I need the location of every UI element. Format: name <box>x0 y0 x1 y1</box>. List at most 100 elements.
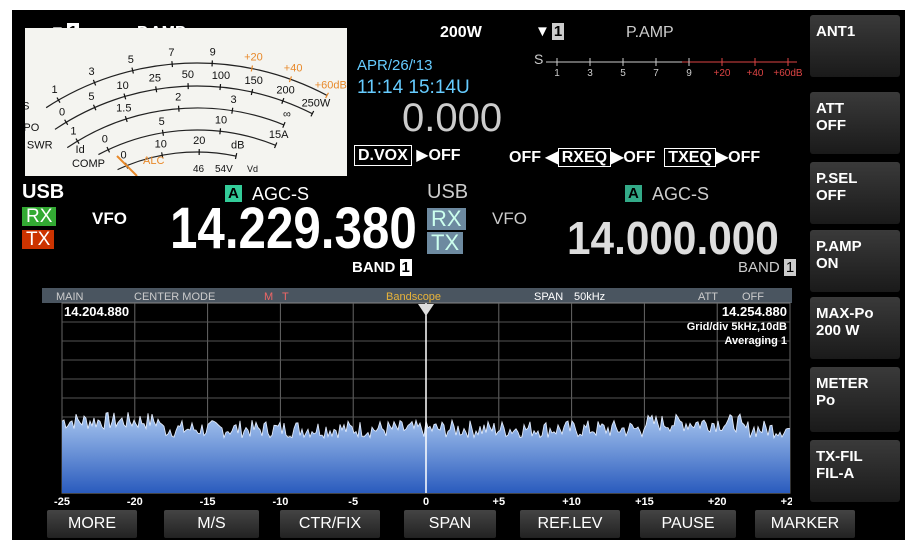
bottom-button[interactable]: CTR/FIX <box>280 510 380 538</box>
scope-x-label: +25 <box>781 496 792 508</box>
side-button[interactable]: METER Po <box>810 367 900 432</box>
sub-mode: USB <box>427 181 469 203</box>
date: APR/26/'13 <box>357 57 433 74</box>
sub-vfo-letter: A <box>625 185 642 202</box>
meter-tick <box>161 152 164 159</box>
side-button[interactable]: P.SEL OFF <box>810 162 900 224</box>
side-button[interactable]: ANT1 <box>810 15 900 77</box>
bottom-button[interactable]: REF.LEV <box>520 510 620 538</box>
meter-face <box>25 28 347 176</box>
meter-scale-label: 1.5 <box>116 102 131 114</box>
sub-band-number: 1 <box>783 259 797 276</box>
txeq-state: OFF <box>728 149 761 166</box>
rxeq-state: OFF <box>623 149 656 166</box>
meter-scale-label: 0 <box>121 149 127 161</box>
vd-value: 46 <box>193 164 205 175</box>
right-frequency: 14.254.880 <box>722 304 787 319</box>
meter-tick <box>219 84 222 91</box>
main-vfo-letter: A <box>225 185 242 202</box>
meter-tick <box>75 138 80 145</box>
meter-scale-label: 100 <box>212 70 230 82</box>
sub-band-label: BAND <box>738 259 780 276</box>
scope-header-text: ATT <box>698 291 718 303</box>
meter-tick <box>273 142 278 149</box>
side-button-text: OFF <box>816 187 846 204</box>
scope-x-label: +15 <box>635 496 654 508</box>
side-button-text: OFF <box>816 117 846 134</box>
side-button-text: Po <box>816 392 836 409</box>
meter-scale-label: 9 <box>210 46 216 58</box>
meter-scale-name: SWR <box>27 139 53 151</box>
side-button[interactable]: P.AMP ON <box>810 230 900 292</box>
txeq-label: TXEQ <box>664 148 716 167</box>
meter-scale-name: S <box>25 100 29 112</box>
meter-tick <box>325 92 329 99</box>
meter-scale-label: 150 <box>245 75 263 87</box>
rxeq-label: RXEQ <box>557 148 612 167</box>
sub-band: BAND 1 <box>738 259 797 276</box>
meter-scale-label: 5 <box>88 91 94 103</box>
side-button-text: FIL-A <box>816 465 855 482</box>
meter-needle <box>116 155 138 176</box>
meter-tick <box>155 86 158 93</box>
s-label: S <box>534 51 543 67</box>
main-tx: TX <box>22 230 55 249</box>
dvox-state: OFF <box>428 147 461 164</box>
main-band: BAND 1 <box>352 259 412 276</box>
meter-scale-label: 1 <box>51 84 57 96</box>
scope-header-text: T <box>282 291 289 303</box>
sub-frequency: 14.000.000 <box>567 212 779 264</box>
main-mode: USB <box>22 181 65 203</box>
side-button[interactable]: TX-FIL FIL-A <box>810 440 900 502</box>
main-rx: RX <box>22 207 57 226</box>
bottom-button[interactable]: MARKER <box>755 510 855 538</box>
meter-tick <box>219 128 222 135</box>
left-frequency: 14.204.880 <box>64 304 129 319</box>
scope-header-text: SPAN <box>534 291 563 303</box>
vd-label: Vd <box>247 164 258 174</box>
scope-header-text: 50kHz <box>574 291 605 303</box>
scope-header-text: Bandscope <box>386 291 441 303</box>
meter-tick <box>64 119 69 126</box>
eq-left-state: OFF <box>509 149 541 166</box>
bottom-button[interactable]: M/S <box>164 510 259 538</box>
scope-x-label: -25 <box>54 496 70 508</box>
meter-tick <box>171 61 174 68</box>
vd-value: 54V <box>215 164 233 175</box>
sub-agc: AGC-S <box>652 184 710 204</box>
bottom-button[interactable]: PAUSE <box>640 510 736 538</box>
meter-tick <box>250 88 254 96</box>
bottom-button[interactable]: MORE <box>47 510 137 538</box>
meter-scale-name: Id <box>76 144 85 156</box>
bottom-button[interactable]: SPAN <box>404 510 496 538</box>
meter-arc <box>54 85 313 130</box>
dvox: D.VOX ▶OFF <box>354 145 461 166</box>
meter-scale-label: 0 <box>59 106 65 118</box>
alc-label: ALC <box>143 155 164 167</box>
scope-x-label: -10 <box>272 496 288 508</box>
meter-tick <box>282 121 286 128</box>
scope-x-label: -15 <box>200 496 216 508</box>
scope-x-label: +10 <box>562 496 581 508</box>
scope-x-label: +20 <box>708 496 727 508</box>
meter-tick <box>106 146 111 153</box>
side-button[interactable]: ATT OFF <box>810 92 900 154</box>
scope-header-text: CENTER MODE <box>134 291 215 303</box>
meter-tick <box>92 104 97 111</box>
meter-scale-name: PO <box>25 122 40 134</box>
side-button-text: ON <box>816 255 839 272</box>
sub-rx: RX <box>427 208 466 230</box>
meter-scale-label: +20 <box>244 52 263 64</box>
side-button[interactable]: MAX-Po 200 W <box>810 297 900 359</box>
s-scale-label: 1 <box>554 68 560 79</box>
sub-antenna-icon: ▼ 1 <box>535 23 565 40</box>
meter-scale-label: 3 <box>88 66 94 78</box>
s-scale-label: 7 <box>653 68 659 79</box>
meter-scale-label: +40 <box>284 63 303 75</box>
meter-scale-label: 25 <box>149 72 161 84</box>
meter-scale-label: 5 <box>159 116 165 128</box>
sub-s-meter: S1 3 5 7 9 +20 +40 +60dB <box>534 51 802 79</box>
scope-x-label: -5 <box>348 496 358 508</box>
